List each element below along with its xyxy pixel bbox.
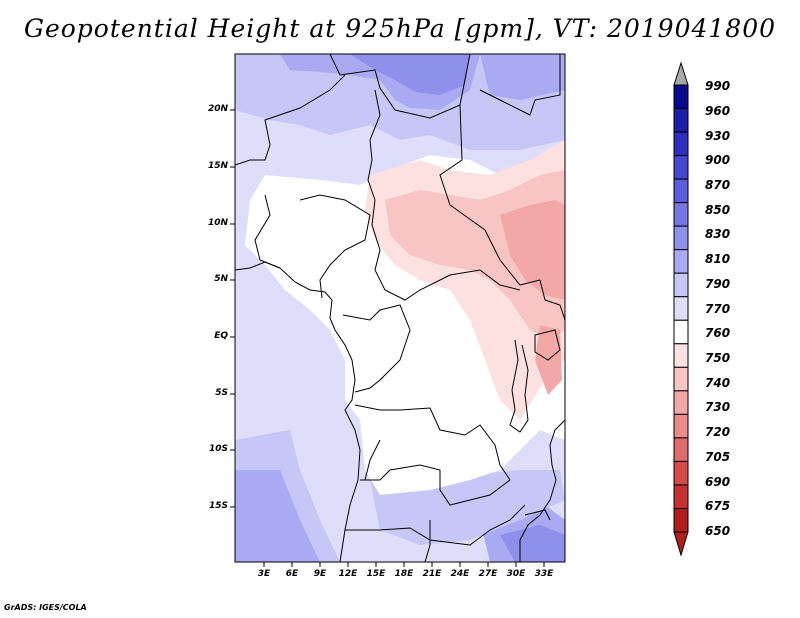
border-line-4 — [439, 104, 541, 286]
lon-label-33e: 33E — [534, 569, 554, 579]
colorbar-box-705 — [673, 437, 689, 462]
lat-label-5s: 5S — [215, 388, 228, 398]
border-line-5 — [479, 54, 561, 116]
colorbar-box-690 — [673, 460, 689, 486]
colorbar-top-arrow — [673, 61, 689, 86]
lat-label-5n: 5N — [214, 274, 228, 284]
lon-label-24e: 24E — [450, 569, 470, 579]
colorbar-label-720: 720 — [705, 425, 731, 439]
border-line-13 — [539, 279, 565, 321]
border-line-8 — [299, 194, 371, 299]
lon-label-12e: 12E — [338, 569, 358, 579]
border-line-7 — [254, 194, 281, 269]
colorbar-label-740: 740 — [705, 376, 731, 390]
colorbar-label-810: 810 — [705, 252, 731, 266]
colorbar-box-850 — [673, 202, 689, 227]
colorbar-box-960 — [673, 108, 689, 133]
field-north-830 — [350, 54, 470, 95]
field-se-830 — [500, 525, 565, 562]
field-sw-810 — [235, 470, 320, 562]
lat-label-15s: 15S — [208, 501, 228, 511]
border-line-14 — [424, 520, 431, 562]
longitude-ticks — [263, 562, 545, 567]
border-line-6 — [367, 179, 521, 301]
lon-label-30e: 30E — [506, 569, 526, 579]
colorbar-box-770 — [673, 296, 689, 321]
colorbar-label-790: 790 — [705, 277, 731, 291]
colorbar — [673, 61, 689, 557]
lon-label-27e: 27E — [478, 569, 498, 579]
lat-label-10n: 10N — [207, 218, 228, 228]
political-boundaries — [235, 54, 565, 562]
great-lakes-line — [509, 339, 529, 433]
colorbar-label-760: 760 — [705, 326, 731, 340]
border-line-12 — [345, 504, 526, 546]
east-africa-coastline — [519, 419, 565, 562]
colorbar-label-650: 650 — [705, 524, 731, 538]
west-africa-coastline — [235, 261, 361, 562]
colorbar-label-690: 690 — [705, 475, 731, 489]
border-line-9 — [342, 304, 411, 393]
field-pink-730 — [500, 200, 565, 300]
colorbar-label-850: 850 — [705, 203, 731, 217]
colorbar-label-870: 870 — [705, 178, 731, 192]
colorbar-label-750: 750 — [705, 351, 731, 365]
colorbar-box-900 — [673, 155, 689, 180]
colorbar-box-990 — [673, 84, 689, 110]
grads-credit: GrADS: IGES/COLA — [4, 603, 87, 612]
colorbar-bottom-arrow — [673, 531, 689, 557]
height-field — [235, 54, 565, 562]
lat-label-10s: 10S — [208, 444, 228, 454]
colorbar-label-705: 705 — [705, 450, 731, 464]
lat-label-20n: 20N — [207, 104, 228, 114]
colorbar-box-930 — [673, 131, 689, 157]
map-title: Geopotential Height at 925hPa [gpm], VT:… — [23, 14, 777, 43]
colorbar-label-770: 770 — [705, 302, 731, 316]
colorbar-box-740 — [673, 366, 689, 392]
colorbar-label-830: 830 — [705, 227, 731, 241]
lon-label-6e: 6E — [285, 569, 299, 579]
colorbar-box-650 — [673, 507, 689, 533]
border-line-2 — [235, 74, 346, 166]
border-line-11 — [360, 464, 511, 506]
lat-label-15n: 15N — [207, 161, 228, 171]
colorbar-box-675 — [673, 484, 689, 509]
colorbar-boxes — [673, 84, 689, 533]
colorbar-label-730: 730 — [705, 400, 731, 414]
lake-malawi — [524, 509, 551, 521]
colorbar-box-870 — [673, 178, 689, 204]
colorbar-label-675: 675 — [705, 499, 731, 513]
colorbar-box-750 — [673, 343, 689, 368]
lon-label-21e: 21E — [422, 569, 442, 579]
colorbar-label-990: 990 — [705, 79, 731, 93]
border-line-3 — [367, 89, 381, 181]
map-frame — [234, 53, 566, 563]
lon-label-9e: 9E — [313, 569, 327, 579]
border-line-1 — [329, 54, 471, 119]
colorbar-label-960: 960 — [705, 104, 731, 118]
lon-label-15e: 15E — [366, 569, 386, 579]
colorbar-box-730 — [673, 390, 689, 415]
lat-label-eq: EQ — [214, 331, 228, 341]
colorbar-label-900: 900 — [705, 153, 731, 167]
latitude-ticks — [230, 109, 235, 508]
colorbar-box-830 — [673, 225, 689, 251]
lake-victoria — [534, 329, 561, 361]
border-line-15 — [364, 439, 381, 481]
colorbar-box-720 — [673, 413, 689, 439]
lon-label-3e: 3E — [257, 569, 271, 579]
lon-label-18e: 18E — [394, 569, 414, 579]
border-line-10 — [354, 404, 511, 481]
field-ne-810 — [480, 54, 565, 100]
colorbar-box-790 — [673, 272, 689, 298]
colorbar-box-810 — [673, 249, 689, 274]
colorbar-label-930: 930 — [705, 129, 731, 143]
colorbar-box-760 — [673, 319, 689, 345]
